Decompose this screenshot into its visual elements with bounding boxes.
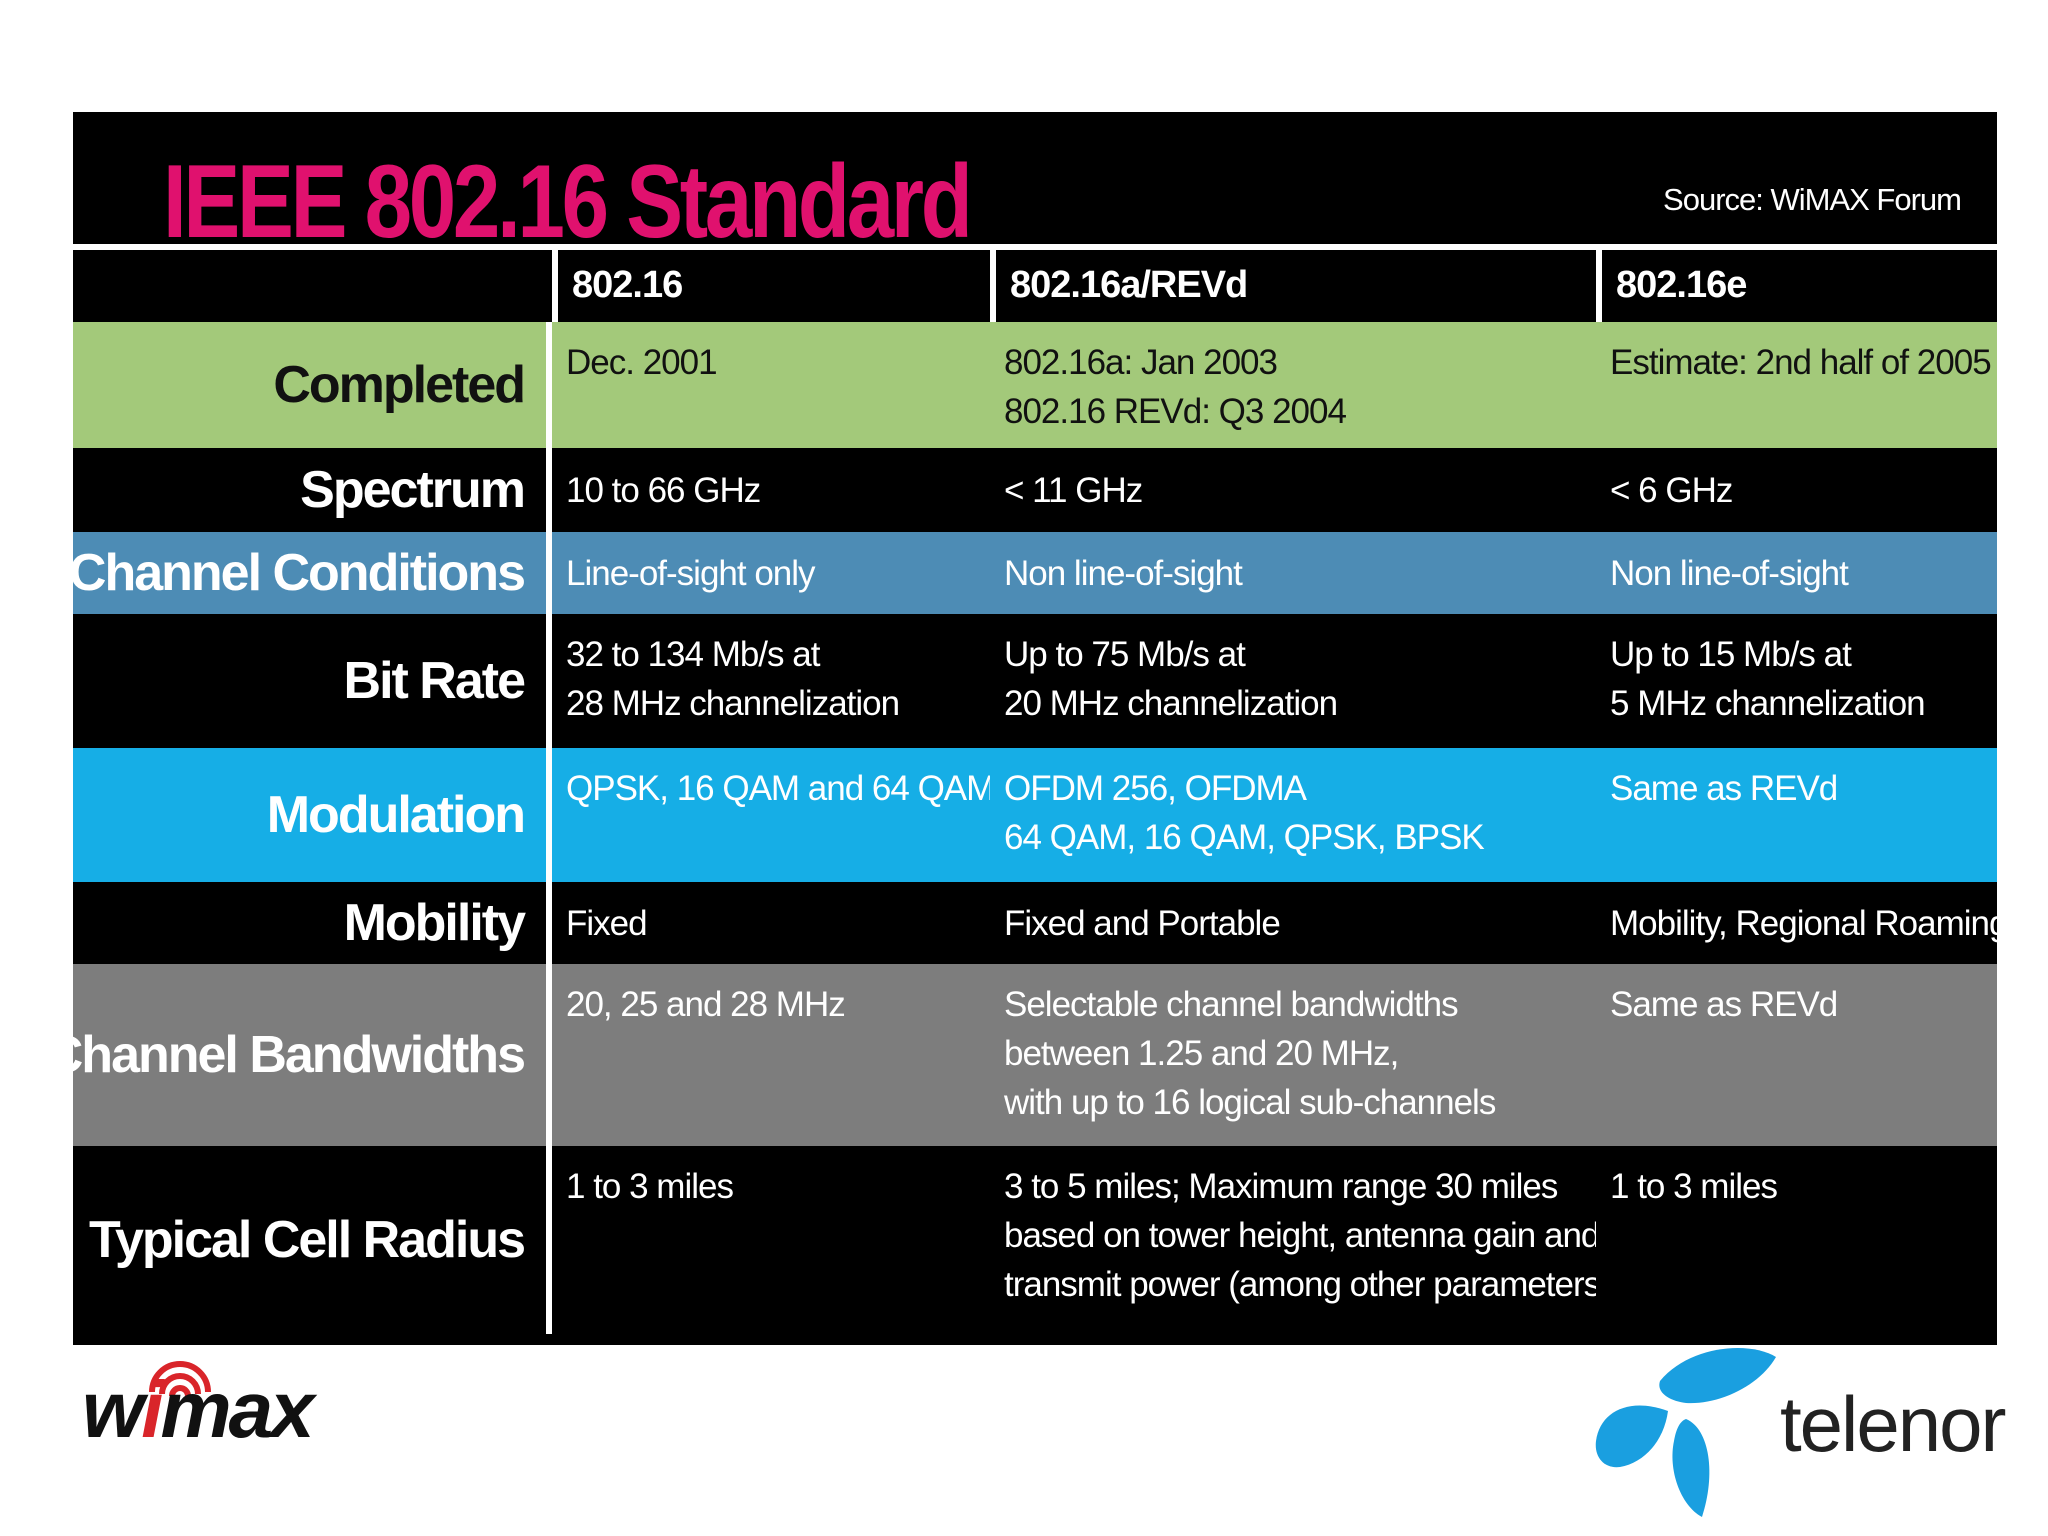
- cell-line: 802.16 REVd: Q3 2004: [1004, 392, 1347, 431]
- cell-line: 20, 25 and 28 MHz: [566, 985, 846, 1024]
- cell-line: Fixed: [566, 903, 648, 943]
- cell-spectrum-802-16a: < 11 GHz: [990, 448, 1596, 532]
- cell-line: 1 to 3 miles: [1610, 1167, 1778, 1206]
- cell-bitrate-802-16: 32 to 134 Mb/s at 28 MHz channelization: [552, 614, 990, 748]
- cell-line: based on tower height, antenna gain and: [1004, 1216, 1600, 1255]
- cell-line: transmit power (among other parameters): [1004, 1265, 1612, 1304]
- table-corner: [73, 250, 552, 322]
- cell-line: Line-of-sight only: [566, 553, 816, 593]
- column-header-802-16: 802.16: [552, 250, 990, 322]
- cell-line: Non line-of-sight: [1004, 553, 1243, 593]
- cell-bandwidth-802-16: 20, 25 and 28 MHz: [552, 964, 990, 1146]
- row-label-spectrum: Spectrum: [73, 448, 552, 532]
- cell-line: between 1.25 and 20 MHz,: [1004, 1034, 1399, 1073]
- wimax-wordmark: wimax: [82, 1365, 315, 1454]
- wimax-logo: wimax: [82, 1352, 342, 1462]
- cell-bitrate-802-16e: Up to 15 Mb/s at 5 MHz channelization: [1596, 614, 1997, 748]
- cell-mobility-802-16: Fixed: [552, 882, 990, 964]
- title-bar: IEEE 802.16 Standard Source: WiMAX Forum: [73, 112, 1997, 254]
- cell-completed-802-16e: Estimate: 2nd half of 2005: [1596, 322, 1997, 448]
- cell-line: 10 to 66 GHz: [566, 470, 761, 510]
- slide-title: IEEE 802.16 Standard: [163, 144, 973, 260]
- cell-line: 802.16a: Jan 2003: [1004, 343, 1278, 382]
- cell-line: with up to 16 logical sub-channels: [1004, 1083, 1496, 1122]
- cell-mobility-802-16a: Fixed and Portable: [990, 882, 1596, 964]
- cell-line: OFDM 256, OFDMA: [1004, 769, 1307, 808]
- row-label-completed: Completed: [73, 322, 552, 448]
- cell-line: 1 to 3 miles: [566, 1167, 734, 1206]
- cell-modulation-802-16: QPSK, 16 QAM and 64 QAM: [552, 748, 995, 882]
- cell-line: Up to 15 Mb/s at: [1610, 635, 1852, 674]
- cell-line: < 6 GHz: [1610, 470, 1733, 510]
- cell-channel-802-16e: Non line-of-sight: [1596, 532, 1997, 614]
- row-label-channel-conditions: Channel Conditions: [69, 532, 552, 614]
- cell-bandwidth-802-16a: Selectable channel bandwidths between 1.2…: [990, 964, 1596, 1146]
- cell-line: Selectable channel bandwidths: [1004, 985, 1459, 1024]
- cell-line: QPSK, 16 QAM and 64 QAM: [566, 769, 995, 808]
- cell-spectrum-802-16e: < 6 GHz: [1596, 448, 1997, 532]
- telenor-propeller-icon: [1595, 1348, 1776, 1517]
- cell-line: 32 to 134 Mb/s at: [566, 635, 820, 674]
- source-credit: Source: WiMAX Forum: [1663, 182, 1962, 217]
- cell-line: 20 MHz channelization: [1004, 684, 1338, 723]
- cell-line: 28 MHz channelization: [566, 684, 900, 723]
- cell-bitrate-802-16a: Up to 75 Mb/s at 20 MHz channelization: [990, 614, 1596, 748]
- cell-line: Estimate: 2nd half of 2005: [1610, 343, 1992, 382]
- cell-line: 64 QAM, 16 QAM, QPSK, BPSK: [1004, 818, 1485, 857]
- cell-line: Same as REVd: [1610, 985, 1838, 1024]
- cell-completed-802-16: Dec. 2001: [552, 322, 990, 448]
- cell-modulation-802-16e: Same as REVd: [1596, 748, 1997, 882]
- cell-line: 5 MHz channelization: [1610, 684, 1926, 723]
- cell-line: Fixed and Portable: [1004, 903, 1281, 943]
- cell-radius-802-16e: 1 to 3 miles: [1596, 1146, 1997, 1334]
- cell-line: Same as REVd: [1610, 769, 1838, 808]
- row-label-channel-bandwidths: Channel Bandwidths: [46, 964, 552, 1146]
- cell-channel-802-16a: Non line-of-sight: [990, 532, 1596, 614]
- cell-line: Dec. 2001: [566, 343, 718, 382]
- cell-channel-802-16: Line-of-sight only: [552, 532, 990, 614]
- cell-line: Mobility, Regional Roaming: [1610, 903, 2008, 943]
- slide: IEEE 802.16 Standard Source: WiMAX Forum…: [46, 112, 2008, 1345]
- column-header-802-16a-revd: 802.16a/REVd: [990, 250, 1596, 322]
- cell-spectrum-802-16: 10 to 66 GHz: [552, 448, 990, 532]
- row-label-typical-cell-radius: Typical Cell Radius: [73, 1146, 552, 1334]
- cell-radius-802-16a: 3 to 5 miles; Maximum range 30 miles base…: [990, 1146, 1612, 1334]
- column-header-802-16e: 802.16e: [1596, 250, 1997, 322]
- cell-line: < 11 GHz: [1004, 470, 1143, 510]
- cell-line: Non line-of-sight: [1610, 553, 1849, 593]
- cell-bandwidth-802-16e: Same as REVd: [1596, 964, 1997, 1146]
- telenor-wordmark: telenor: [1780, 1380, 2006, 1468]
- cell-mobility-802-16e: Mobility, Regional Roaming: [1596, 882, 2008, 964]
- row-label-bit-rate: Bit Rate: [73, 614, 552, 748]
- cell-completed-802-16a: 802.16a: Jan 2003 802.16 REVd: Q3 2004: [990, 322, 1596, 448]
- cell-radius-802-16: 1 to 3 miles: [552, 1146, 990, 1334]
- telenor-logo: telenor: [1590, 1345, 2010, 1525]
- cell-line: Up to 75 Mb/s at: [1004, 635, 1246, 674]
- comparison-table: 802.16 802.16a/REVd 802.16e Completed De…: [46, 250, 2008, 1334]
- row-label-mobility: Mobility: [73, 882, 552, 964]
- cell-modulation-802-16a: OFDM 256, OFDMA 64 QAM, 16 QAM, QPSK, BPS…: [990, 748, 1596, 882]
- cell-line: 3 to 5 miles; Maximum range 30 miles: [1004, 1167, 1558, 1206]
- wimax-signal-icon: [149, 1361, 211, 1397]
- row-label-modulation: Modulation: [73, 748, 552, 882]
